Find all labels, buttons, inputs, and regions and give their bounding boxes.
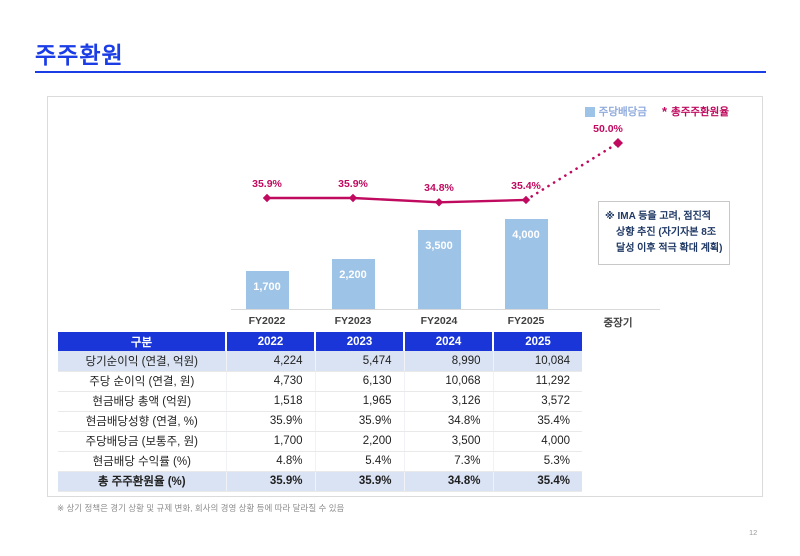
legend-item-total-return-rate: * 총주주환원율 [662,104,729,119]
financial-table: 구분 2022 2023 2024 2025 당기순이익 (연결, 억원) 4,224 5,… [58,332,582,492]
column-header: 2024 [404,332,494,351]
return-rate-line [231,138,660,310]
ima-note-line3: 달성 이후 적극 확대 계획) [616,243,723,254]
column-header: 2023 [315,332,405,351]
bar-value-label: 1,700 [253,281,281,293]
dividend-return-chart: 주당배당금 * 총주주환원율 1,700 2,200 3,500 4,000 35.9… [48,97,762,496]
column-header: 2025 [493,332,582,351]
row-value: 8,990 [404,351,494,372]
row-value: 34.8% [404,471,494,492]
table-header-row: 구분 2022 2023 2024 2025 [58,332,582,351]
row-value: 35.9% [226,411,316,432]
return-rate-label: 35.9% [338,177,368,190]
row-value: 4,000 [493,431,582,452]
table-row: 현금배당 총액 (억원) 1,518 1,965 3,126 3,572 [58,391,582,412]
return-rate-label: 50.0% [593,123,623,135]
x-axis-label-FY2025: FY2025 [507,315,545,327]
title-divider [35,71,766,73]
return-rate-label: 35.4% [511,179,541,192]
table-row: 현금배당 수익률 (%) 4.8% 5.4% 7.3% 5.3% [58,451,582,472]
ima-note-line1: ※ IMA 등을 고려, 점진적 [605,211,711,222]
row-value: 35.9% [315,471,405,492]
column-header: 2022 [226,332,316,351]
legend-line-label: 총주주환원율 [671,106,729,118]
table-row: 주당 순이익 (연결, 원) 4,730 6,130 10,068 11,292 [58,371,582,392]
row-label: 현금배당성향 (연결, %) [58,411,227,432]
bar-value-label: 4,000 [512,229,540,241]
x-axis-label-FY2022: FY2022 [248,315,286,327]
bar-value-label: 3,500 [425,240,453,252]
row-value: 10,084 [493,351,582,372]
row-value: 6,130 [315,371,405,392]
bar-FY2023: 2,200 [331,259,375,309]
chart-legend: 주당배당금 * 총주주환원율 [584,104,729,119]
table-row: 주당배당금 (보통주, 원) 1,700 2,200 3,500 4,000 [58,431,582,452]
row-value: 3,572 [493,391,582,412]
return-rate-label: 35.9% [252,177,282,190]
row-value: 4,224 [226,351,316,372]
x-axis-label-FY2024: FY2024 [420,315,458,327]
legend-item-dividend-per-share: 주당배당금 [584,104,647,119]
page-title: 주주환원 [35,42,124,68]
column-header: 구분 [58,332,227,351]
row-value: 35.9% [226,471,316,492]
asterisk-marker-icon: * [661,103,668,119]
row-label: 당기순이익 (연결, 억원) [58,351,227,372]
row-value: 34.8% [404,411,494,432]
row-value: 5,474 [315,351,405,372]
return-rate-label: 34.8% [424,182,454,195]
row-value: 7.3% [404,451,494,472]
row-value: 2,200 [315,431,405,452]
row-label: 주당배당금 (보통주, 원) [58,431,227,452]
bar-FY2025: 4,000 [504,219,548,309]
row-label: 현금배당 총액 (억원) [58,391,227,412]
row-value: 1,965 [315,391,405,412]
row-value: 4.8% [226,451,316,472]
row-value: 1,700 [226,431,316,452]
x-axis-label-중장기: 중장기 [603,317,633,329]
row-value: 1,518 [226,391,316,412]
row-value: 5.3% [493,451,582,472]
row-value: 35.4% [493,471,582,492]
x-axis-label-FY2023: FY2023 [334,315,372,327]
row-value: 10,068 [404,371,494,392]
bar-FY2024: 3,500 [417,230,461,309]
row-label: 총 주주환원율 (%) [58,471,227,492]
legend-bar-label: 주당배당금 [598,106,647,118]
table-row: 당기순이익 (연결, 억원) 4,224 5,474 8,990 10,084 [58,351,582,372]
row-label: 주당 순이익 (연결, 원) [58,371,227,392]
table-row: 현금배당성향 (연결, %) 35.9% 35.9% 34.8% 35.4% [58,411,582,432]
row-value: 35.4% [493,411,582,432]
row-label: 현금배당 수익률 (%) [58,451,227,472]
table-row: 총 주주환원율 (%) 35.9% 35.9% 34.8% 35.4% [58,471,582,492]
row-value: 5.4% [315,451,405,472]
page-number: 12 [749,528,758,537]
content-card: 주당배당금 * 총주주환원율 1,700 2,200 3,500 4,000 35.9… [47,96,763,497]
bar-swatch-icon [584,106,595,117]
bar-value-label: 2,200 [339,269,367,281]
ima-note-box: ※ IMA 등을 고려, 점진적 상향 추진 (자기자본 8조 달성 이후 적극… [598,201,730,265]
bar-FY2022: 1,700 [245,271,289,309]
row-value: 4,730 [226,371,316,392]
row-value: 11,292 [493,371,582,392]
row-value: 3,126 [404,391,494,412]
ima-note-line2: 상향 추진 (자기자본 8조 [616,227,717,238]
footnote: ※ 상기 정책은 경기 상황 및 규제 변화, 회사의 경영 상황 등에 따라 … [57,503,345,513]
row-value: 3,500 [404,431,494,452]
row-value: 35.9% [315,411,405,432]
